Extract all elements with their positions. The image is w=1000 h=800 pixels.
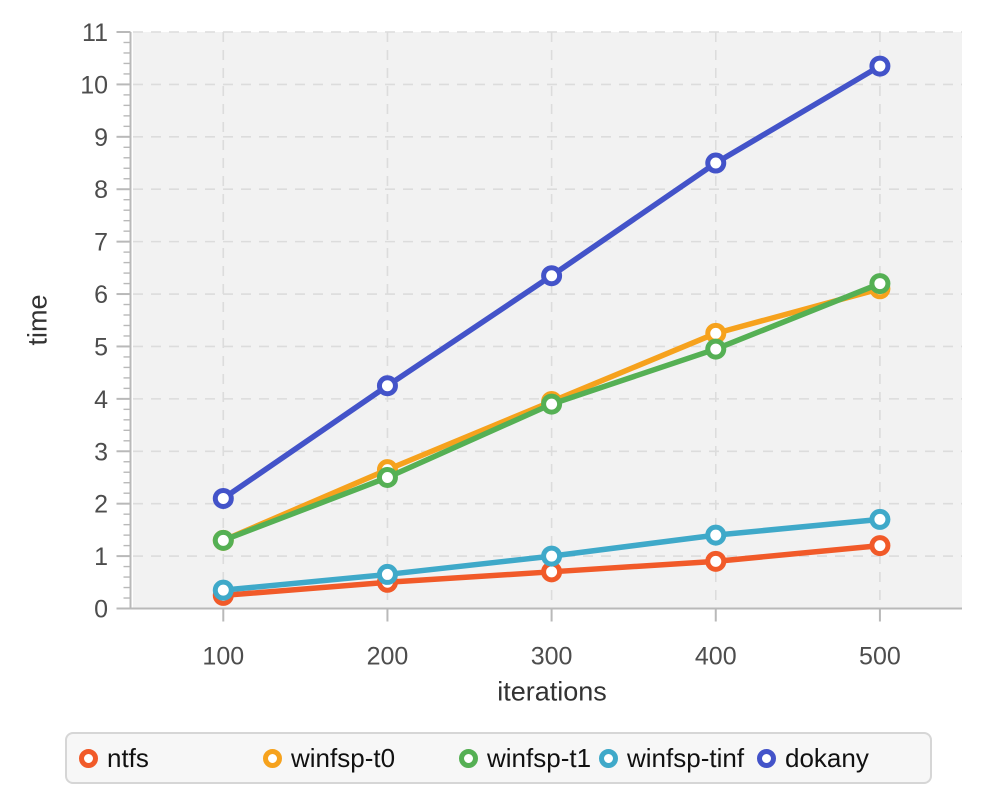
marker-dokany [541,265,563,287]
y-tick-label: 1 [94,543,108,571]
y-tick-label: 6 [94,281,108,309]
x-tick-label: 200 [367,643,409,671]
y-tick-label: 5 [94,333,108,361]
x-tick-label: 500 [859,643,901,671]
y-axis-title: time [22,294,53,346]
marker-dokany [212,487,234,509]
marker-winfsp-tinf [869,508,891,530]
legend-label: dokany [785,742,869,773]
legend-item-winfsp-tinf[interactable]: winfsp-tinf [599,734,744,782]
legend: ntfs winfsp-t0 winfsp-t1 winfsp-tinf dokany [65,732,932,784]
y-tick-label: 11 [82,19,108,47]
legend-marker-winfsp-t0-icon [263,748,282,768]
marker-winfsp-tinf [541,545,563,567]
legend-marker-winfsp-t1-icon [459,748,478,768]
y-tick-label: 10 [80,71,108,99]
y-tick-label: 9 [94,124,108,152]
y-tick-label: 8 [94,176,108,204]
legend-marker-winfsp-tinf-icon [599,748,618,768]
marker-winfsp-tinf [705,524,727,546]
x-axis-title: iterations [497,676,607,707]
legend-item-ntfs[interactable]: ntfs [79,734,149,782]
marker-dokany [376,375,398,397]
marker-winfsp-tinf [376,563,398,585]
legend-item-dokany[interactable]: dokany [757,734,869,782]
legend-label: winfsp-tinf [627,742,745,773]
x-tick-label: 300 [531,643,573,671]
marker-winfsp-t1 [376,466,398,488]
marker-winfsp-t1 [869,273,891,295]
legend-item-winfsp-t1[interactable]: winfsp-t1 [459,734,591,782]
y-tick-label: 7 [94,229,108,257]
marker-winfsp-tinf [212,579,234,601]
x-tick-label: 400 [695,643,737,671]
plot-area [133,32,962,609]
legend-item-winfsp-t0[interactable]: winfsp-t0 [263,734,395,782]
legend-label: winfsp-t0 [291,742,396,773]
marker-winfsp-t1 [541,393,563,415]
y-tick-label: 2 [94,491,108,519]
y-tick-label: 3 [94,438,108,466]
marker-dokany [705,152,727,174]
marker-ntfs [869,535,891,557]
marker-winfsp-t1 [212,529,234,551]
marker-ntfs [705,550,727,572]
y-tick-label: 0 [94,596,108,624]
y-tick-label: 4 [94,386,108,414]
marker-dokany [869,55,891,77]
legend-label: ntfs [107,742,149,773]
x-tick-label: 100 [202,643,244,671]
legend-label: winfsp-t1 [487,742,592,773]
legend-marker-ntfs-icon [79,748,98,768]
marker-winfsp-t1 [705,338,727,360]
line-chart: 0 1 2 3 4 5 6 7 8 9 10 11 100 200 300 400 500 [80,19,962,671]
legend-marker-dokany-icon [757,748,776,768]
